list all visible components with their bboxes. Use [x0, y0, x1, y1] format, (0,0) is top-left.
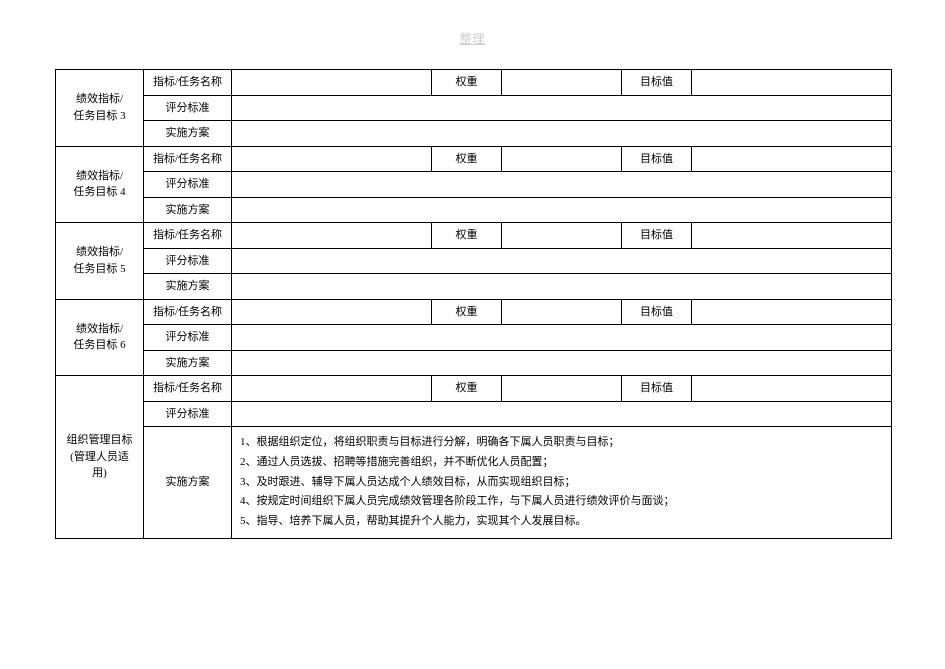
implementation-plan-line: 4、按规定时间组织下属人员完成绩效管理各阶段工作，与下属人员进行绩效评价与面谈； [240, 492, 883, 512]
target-value-label: 目标值 [622, 70, 692, 96]
implementation-plan-value: 1、根据组织定位，将组织职责与目标进行分解，明确各下属人员职责与目标；2、通过人… [232, 427, 892, 539]
target-value-value [692, 299, 892, 325]
indicator-name-value [232, 299, 432, 325]
implementation-plan-value [232, 121, 892, 147]
section-row-header: 绩效指标/任务目标 5 [56, 223, 144, 300]
scoring-standard-label: 评分标准 [144, 248, 232, 274]
implementation-plan-value [232, 197, 892, 223]
indicator-name-label: 指标/任务名称 [144, 223, 232, 249]
weight-label: 权重 [432, 376, 502, 402]
target-value-value [692, 146, 892, 172]
scoring-standard-value [232, 325, 892, 351]
weight-label: 权重 [432, 70, 502, 96]
weight-label: 权重 [432, 299, 502, 325]
section-row-header: 组织管理目标(管理人员适用) [56, 376, 144, 539]
weight-label: 权重 [432, 223, 502, 249]
scoring-standard-value [232, 172, 892, 198]
weight-label: 权重 [432, 146, 502, 172]
weight-value [502, 376, 622, 402]
target-value-value [692, 223, 892, 249]
indicator-name-label: 指标/任务名称 [144, 376, 232, 402]
weight-value [502, 299, 622, 325]
indicator-name-value [232, 376, 432, 402]
implementation-plan-label: 实施方案 [144, 121, 232, 147]
section-row-header: 绩效指标/任务目标 3 [56, 70, 144, 147]
implementation-plan-label: 实施方案 [144, 350, 232, 376]
target-value-label: 目标值 [622, 376, 692, 402]
implementation-plan-line: 5、指导、培养下属人员，帮助其提升个人能力，实现其个人发展目标。 [240, 512, 883, 532]
implementation-plan-label: 实施方案 [144, 427, 232, 539]
implementation-plan-label: 实施方案 [144, 274, 232, 300]
target-value-label: 目标值 [622, 299, 692, 325]
implementation-plan-value [232, 274, 892, 300]
implementation-plan-line: 2、通过人员选拔、招聘等措施完善组织，并不断优化人员配置； [240, 453, 883, 473]
scoring-standard-value [232, 248, 892, 274]
scoring-standard-value [232, 401, 892, 427]
target-value-label: 目标值 [622, 223, 692, 249]
weight-value [502, 70, 622, 96]
scoring-standard-label: 评分标准 [144, 172, 232, 198]
target-value-label: 目标值 [622, 146, 692, 172]
indicator-name-value [232, 146, 432, 172]
scoring-standard-label: 评分标准 [144, 325, 232, 351]
indicator-name-value [232, 223, 432, 249]
weight-value [502, 223, 622, 249]
indicator-name-label: 指标/任务名称 [144, 146, 232, 172]
implementation-plan-label: 实施方案 [144, 197, 232, 223]
section-row-header: 绩效指标/任务目标 4 [56, 146, 144, 223]
indicator-name-label: 指标/任务名称 [144, 70, 232, 96]
scoring-standard-value [232, 95, 892, 121]
scoring-standard-label: 评分标准 [144, 95, 232, 121]
weight-value [502, 146, 622, 172]
implementation-plan-value [232, 350, 892, 376]
scoring-standard-label: 评分标准 [144, 401, 232, 427]
target-value-value [692, 376, 892, 402]
indicator-name-value [232, 70, 432, 96]
performance-table: 绩效指标/任务目标 3指标/任务名称权重目标值评分标准实施方案绩效指标/任务目标… [55, 69, 892, 539]
section-row-header: 绩效指标/任务目标 6 [56, 299, 144, 376]
target-value-value [692, 70, 892, 96]
indicator-name-label: 指标/任务名称 [144, 299, 232, 325]
implementation-plan-line: 1、根据组织定位，将组织职责与目标进行分解，明确各下属人员职责与目标； [240, 433, 883, 453]
implementation-plan-line: 3、及时跟进、辅导下属人员达成个人绩效目标，从而实现组织目标； [240, 473, 883, 493]
page-header: 整理 [55, 30, 890, 47]
